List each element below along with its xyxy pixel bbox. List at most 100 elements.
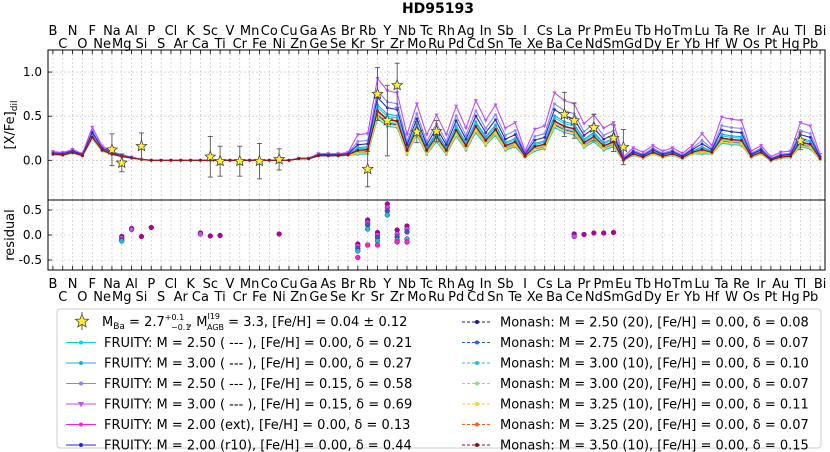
series-marker xyxy=(768,155,773,159)
element-label-top: Pb xyxy=(802,37,818,52)
element-label-bottom: Co xyxy=(261,277,278,292)
element-label-top: Sc xyxy=(203,24,218,39)
series-marker xyxy=(356,148,360,152)
element-label-bottom: Sc xyxy=(203,277,218,292)
series-marker xyxy=(602,134,606,137)
element-label-top: Co xyxy=(261,24,278,39)
series-marker xyxy=(670,146,675,150)
series-marker xyxy=(248,158,252,162)
element-label-top: Sr xyxy=(371,37,385,52)
series-marker xyxy=(533,144,537,148)
series-marker xyxy=(415,117,419,121)
series-marker xyxy=(808,132,812,135)
element-label-bottom: Re xyxy=(733,277,749,292)
legend-swatch-marker xyxy=(79,340,83,345)
element-label-bottom: Mn xyxy=(240,277,259,292)
series-marker xyxy=(454,119,458,123)
element-label-bottom: V xyxy=(226,277,235,292)
series-marker xyxy=(395,119,399,123)
observed-star xyxy=(617,140,630,153)
series-marker xyxy=(690,144,695,148)
element-label-top: Os xyxy=(743,37,760,52)
element-label-top: Er xyxy=(666,37,680,52)
observed-point xyxy=(381,84,394,157)
observed-star xyxy=(568,114,581,126)
residual-point xyxy=(571,233,577,240)
element-label-top: Ni xyxy=(272,37,285,52)
residual-point xyxy=(581,231,587,238)
element-label-top: Ba xyxy=(546,37,563,52)
residual-point xyxy=(207,233,213,239)
series-marker xyxy=(523,154,527,158)
series-marker xyxy=(690,148,694,152)
element-label-top: W xyxy=(725,37,738,52)
element-label-bottom: Cl xyxy=(165,277,178,292)
series-marker xyxy=(788,149,793,154)
residual-point xyxy=(138,233,145,240)
element-label-top: Nd xyxy=(585,37,603,52)
series-marker xyxy=(730,138,733,141)
series-marker xyxy=(503,144,507,147)
series-marker xyxy=(700,132,705,136)
series-marker xyxy=(719,115,724,120)
legend-swatch-marker xyxy=(79,361,83,365)
observed-point xyxy=(214,145,227,177)
series-marker xyxy=(513,133,517,136)
element-label-bottom: Zn xyxy=(290,290,307,305)
element-label-bottom: Ga xyxy=(300,277,318,292)
series-marker xyxy=(710,150,714,154)
observed-star xyxy=(410,125,423,138)
series-marker xyxy=(553,124,556,128)
element-label-bottom: W xyxy=(725,290,738,305)
element-label-top: B xyxy=(48,24,57,39)
element-label-bottom: Ag xyxy=(457,277,474,292)
legend-label: Monash: M = 3.00 (20), [Fe/H] = 0.00, δ … xyxy=(500,377,809,392)
element-label-bottom: Mg xyxy=(112,290,131,305)
observed-points-layer xyxy=(105,62,807,188)
series-marker xyxy=(533,141,537,145)
series-marker xyxy=(553,114,556,118)
element-label-bottom: Nd xyxy=(585,290,603,305)
series-marker xyxy=(503,137,507,141)
series-marker xyxy=(297,157,301,161)
series-marker xyxy=(484,142,488,146)
residual-point xyxy=(355,248,361,254)
series-marker xyxy=(513,121,518,125)
element-label-bottom: Tb xyxy=(634,277,651,292)
legend-swatch-marker xyxy=(475,381,479,386)
element-label-bottom: Eu xyxy=(615,277,631,292)
observed-star xyxy=(607,131,620,144)
series-marker xyxy=(720,128,724,132)
series-marker xyxy=(464,137,468,141)
element-label-bottom: I xyxy=(523,277,527,292)
element-label-top: Ce xyxy=(566,37,583,52)
element-label-top: Fe xyxy=(252,37,267,52)
series-marker xyxy=(651,150,655,154)
element-label-top: V xyxy=(226,24,235,39)
element-label-top: Kr xyxy=(351,37,366,52)
element-label-bottom: Hg xyxy=(782,290,800,305)
observed-star xyxy=(430,124,443,137)
element-label-bottom: Lu xyxy=(694,277,709,292)
series-marker xyxy=(395,124,399,128)
legend-swatch-marker xyxy=(79,422,83,427)
legend-swatch-marker xyxy=(78,402,84,407)
series-marker xyxy=(582,144,586,148)
series-marker xyxy=(818,157,822,160)
top-ylabel-main: [X/Fe] xyxy=(3,111,18,149)
element-label-bottom: La xyxy=(557,277,572,292)
element-label-top: Br xyxy=(341,24,356,39)
element-label-bottom: Xe xyxy=(527,290,543,305)
residual-ylabel: residual xyxy=(3,209,18,261)
series-marker xyxy=(483,118,488,123)
y-tick-label-top: 1.0 xyxy=(23,65,42,79)
series-marker xyxy=(90,135,94,139)
series-marker xyxy=(602,147,606,151)
series-marker xyxy=(749,149,754,154)
series-marker xyxy=(464,147,468,151)
element-label-top: S xyxy=(157,37,165,52)
legend-label: Monash: M = 3.25 (20), [Fe/H] = 0.00, δ … xyxy=(500,418,809,433)
observed-point xyxy=(253,143,266,180)
series-marker xyxy=(356,146,360,149)
series-marker xyxy=(424,133,429,137)
